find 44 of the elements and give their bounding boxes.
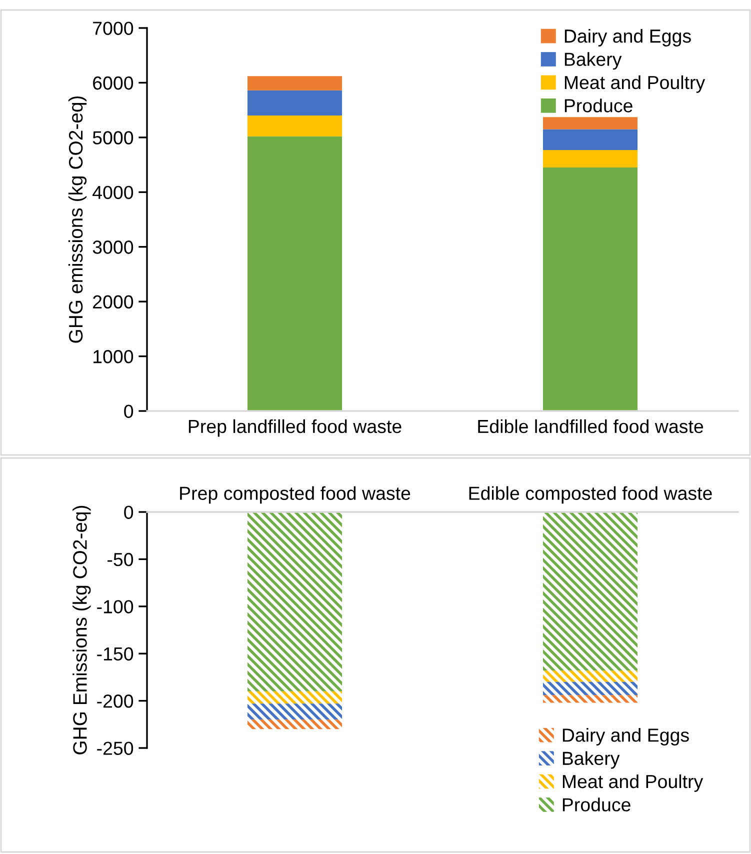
bar xyxy=(247,704,342,720)
y-tick-label: -100 xyxy=(97,600,134,614)
legend-label: Dairy and Eggs xyxy=(564,28,691,46)
y-tick-label: 7000 xyxy=(93,22,134,35)
y-axis-title: GHG emissions (kg CO2-eq) xyxy=(68,96,87,343)
bar xyxy=(542,695,638,703)
bar xyxy=(247,116,342,136)
y-tick-label: 2000 xyxy=(93,295,134,309)
legend-label: Meat and Poultry xyxy=(564,75,706,93)
bar xyxy=(247,136,342,411)
bar xyxy=(542,129,638,150)
bar xyxy=(247,691,342,704)
legend-label: Meat and Poultry xyxy=(562,774,704,792)
bar xyxy=(542,682,638,696)
y-tick-label: 6000 xyxy=(93,76,134,90)
bar xyxy=(542,512,638,671)
bar xyxy=(542,168,638,411)
y-tick-label: -50 xyxy=(108,552,134,566)
bar xyxy=(542,150,638,168)
y-tick-label: 5000 xyxy=(92,131,134,144)
legend-label: Produce xyxy=(562,798,630,812)
x-tick-label: Edible landfilled food waste xyxy=(478,419,704,434)
y-tick-label: 1000 xyxy=(94,350,134,364)
legend-label: Bakery xyxy=(562,751,620,769)
legend-label: Dairy and Eggs xyxy=(562,728,689,746)
x-tick-label: Prep landfilled food waste xyxy=(188,419,402,437)
y-axis-title: GHG Emissions (kg CO2-eq) xyxy=(72,506,91,754)
bar xyxy=(247,90,342,116)
legend-label: Produce xyxy=(564,98,632,112)
y-tick-label: 4000 xyxy=(92,186,134,200)
bar xyxy=(247,512,342,692)
y-tick-label: 0 xyxy=(124,404,134,418)
y-tick-label: -150 xyxy=(97,647,134,661)
bar xyxy=(247,76,342,90)
bar xyxy=(542,670,638,682)
bar xyxy=(247,720,342,730)
y-tick-label: -200 xyxy=(97,694,134,708)
x-tick-label: Edible composted food waste xyxy=(469,486,712,504)
legend-label: Bakery xyxy=(564,52,622,70)
y-tick-label: 3000 xyxy=(92,240,134,254)
y-tick-label: 0 xyxy=(124,506,134,519)
bar xyxy=(542,117,638,130)
x-tick-label: Prep composted food waste xyxy=(180,486,410,504)
y-tick-label: -250 xyxy=(97,742,134,755)
